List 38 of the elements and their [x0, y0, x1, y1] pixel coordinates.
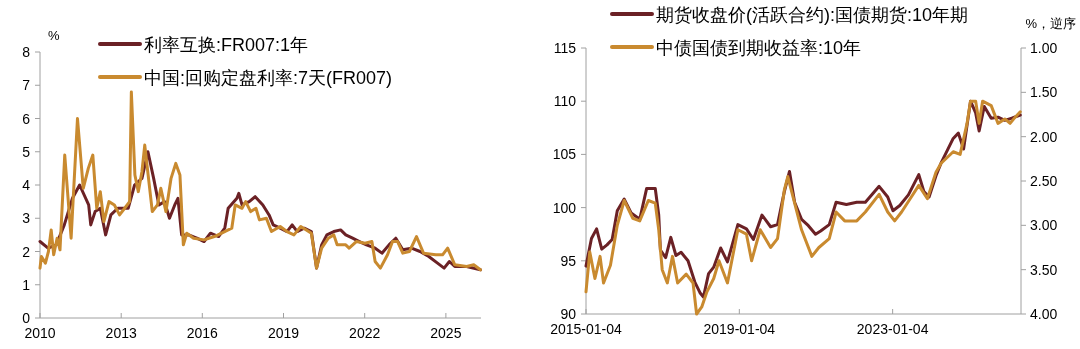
y-axis-title: % [48, 28, 60, 43]
y-tick-label: 95 [560, 252, 577, 269]
y-tick-label: 3 [22, 210, 31, 227]
y-tick-label: 90 [560, 306, 577, 322]
y-tick-label: 2 [22, 243, 31, 260]
y-tick-label: 1 [22, 276, 31, 293]
x-tick-label: 2010 [24, 325, 56, 341]
x-tick-label: 2019 [267, 325, 300, 341]
y2-tick-label: 3.50 [1030, 261, 1058, 278]
y-tick-label: 105 [552, 146, 577, 163]
y2-tick-label: 1.50 [1030, 84, 1058, 101]
legend-label: 期货收盘价(活跃合约):国债期货:10年期 [656, 5, 969, 25]
y-tick-label: 6 [22, 110, 31, 127]
legend-label: 中债国债到期收益率:10年 [656, 38, 862, 58]
y2-tick-label: 4.00 [1030, 306, 1058, 322]
x-tick-label: 2022 [349, 325, 381, 341]
y-tick-label: 7 [22, 77, 31, 94]
y-tick-label: 5 [22, 143, 31, 160]
y-tick-label: 100 [552, 199, 577, 216]
x-tick-label: 2016 [186, 325, 219, 341]
x-tick-label: 2015-01-04 [550, 321, 623, 337]
x-tick-label: 2023-01-04 [856, 321, 929, 337]
y-tick-label: 8 [22, 44, 31, 60]
y-tick-label: 110 [553, 93, 577, 110]
y-tick-label: 4 [22, 177, 31, 193]
line-series [38, 90, 482, 272]
x-tick-label: 2013 [105, 325, 137, 341]
x-tick-label: 2025 [430, 325, 462, 341]
y2-axis-title: %，逆序 [1025, 16, 1076, 31]
x-tick-label: 2019-01-04 [703, 321, 776, 337]
y2-tick-label: 2.00 [1030, 128, 1058, 145]
legend-label: 利率互换:FR007:1年 [144, 35, 309, 55]
y2-tick-label: 3.00 [1030, 217, 1058, 234]
y-tick-label: 0 [22, 310, 31, 326]
legend-label: 中国:回购定盘利率:7天(FR007) [144, 68, 393, 88]
y2-tick-label: 2.50 [1030, 173, 1058, 189]
y-tick-label: 115 [553, 40, 577, 56]
y2-tick-label: 1.00 [1030, 40, 1058, 56]
